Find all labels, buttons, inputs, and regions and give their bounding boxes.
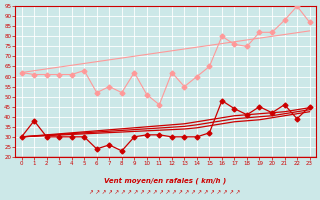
Text: ↗ ↗ ↗ ↗ ↗ ↗ ↗ ↗ ↗ ↗ ↗ ↗ ↗ ↗ ↗ ↗ ↗ ↗ ↗ ↗ ↗ ↗ ↗ ↗: ↗ ↗ ↗ ↗ ↗ ↗ ↗ ↗ ↗ ↗ ↗ ↗ ↗ ↗ ↗ ↗ ↗ ↗ ↗ ↗ … [89, 190, 242, 195]
X-axis label: Vent moyen/en rafales ( km/h ): Vent moyen/en rafales ( km/h ) [104, 177, 227, 184]
